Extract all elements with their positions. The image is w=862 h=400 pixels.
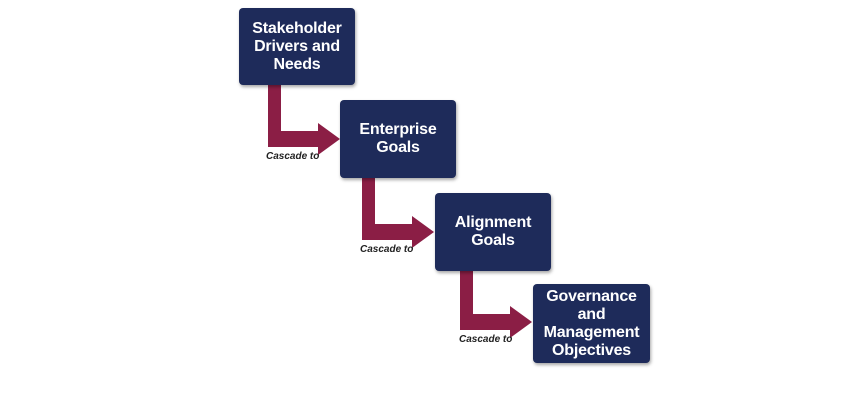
step-enterprise-goals: Enterprise Goals — [340, 100, 456, 178]
step-stakeholder-drivers-and-needs: Stakeholder Drivers and Needs — [239, 8, 355, 85]
cascade-label: Cascade to — [360, 244, 414, 255]
cascade-label: Cascade to — [266, 151, 320, 162]
step-governance-and-management-objectives: Governance and Management Objectives — [533, 284, 650, 363]
elbow-arrow-icon — [460, 271, 532, 338]
cascade-label: Cascade to — [459, 334, 513, 345]
step-alignment-goals: Alignment Goals — [435, 193, 551, 271]
elbow-arrow-icon — [362, 178, 434, 248]
elbow-arrow-icon — [268, 85, 340, 155]
